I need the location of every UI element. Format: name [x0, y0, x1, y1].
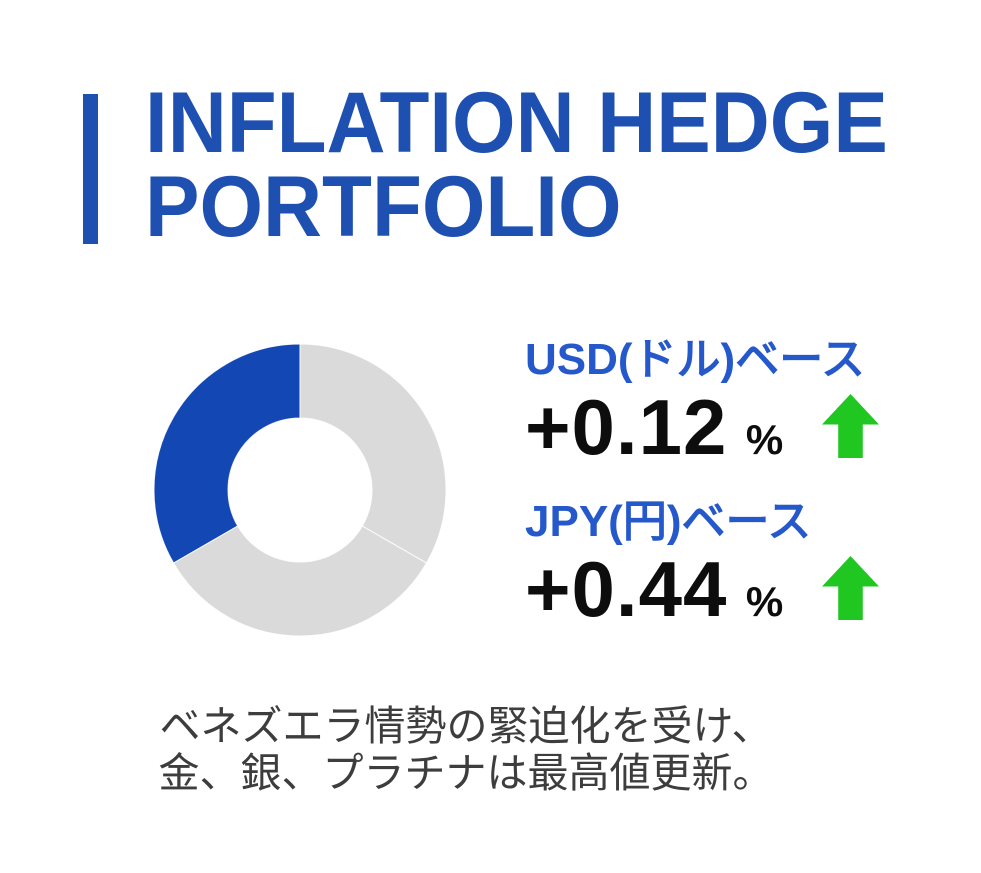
title-accent-bar: [83, 94, 98, 244]
stat-jpy-value: +0.44: [525, 545, 728, 633]
stat-usd-value-row: +0.12 %: [525, 388, 879, 466]
up-arrow-shape: [821, 556, 879, 620]
allocation-donut-chart: [154, 344, 446, 636]
donut-gray-segment-1: [172, 525, 428, 636]
performance-stats: USD(ドル)ベース +0.12 % JPY(円)ベース +0.44 %: [525, 334, 879, 628]
page-title: INFLATION HEDGE PORTFOLIO: [145, 75, 888, 255]
page-title-line-1: INFLATION HEDGE: [145, 75, 888, 171]
stat-jpy-unit: %: [745, 578, 784, 625]
news-note-line-2: 金、銀、プラチナは最高値更新。: [158, 750, 774, 796]
page-title-line-2: PORTFOLIO: [145, 159, 622, 255]
donut-highlight-segment: [154, 344, 301, 564]
title-block: INFLATION HEDGE PORTFOLIO: [83, 75, 927, 255]
stat-usd-value: +0.12: [525, 383, 728, 471]
stat-usd-base: USD(ドル)ベース +0.12 %: [525, 334, 879, 466]
up-arrow-shape: [821, 394, 879, 458]
stat-usd-label: USD(ドル)ベース: [525, 335, 866, 384]
stat-jpy-label: JPY(円)ベース: [525, 497, 812, 546]
stat-jpy-base: JPY(円)ベース +0.44 %: [525, 496, 879, 628]
news-note-line-1: ベネズエラ情勢の緊迫化を受け、: [159, 703, 773, 749]
up-arrow-icon: [821, 556, 879, 620]
donut-gray-segment-2: [299, 344, 446, 564]
news-note: ベネズエラ情勢の緊迫化を受け、 金、銀、プラチナは最高値更新。: [0, 703, 932, 797]
donut-chart-svg: [154, 344, 446, 636]
up-arrow-icon: [821, 394, 879, 458]
stat-jpy-value-row: +0.44 %: [525, 550, 879, 628]
stat-usd-unit: %: [745, 416, 784, 463]
